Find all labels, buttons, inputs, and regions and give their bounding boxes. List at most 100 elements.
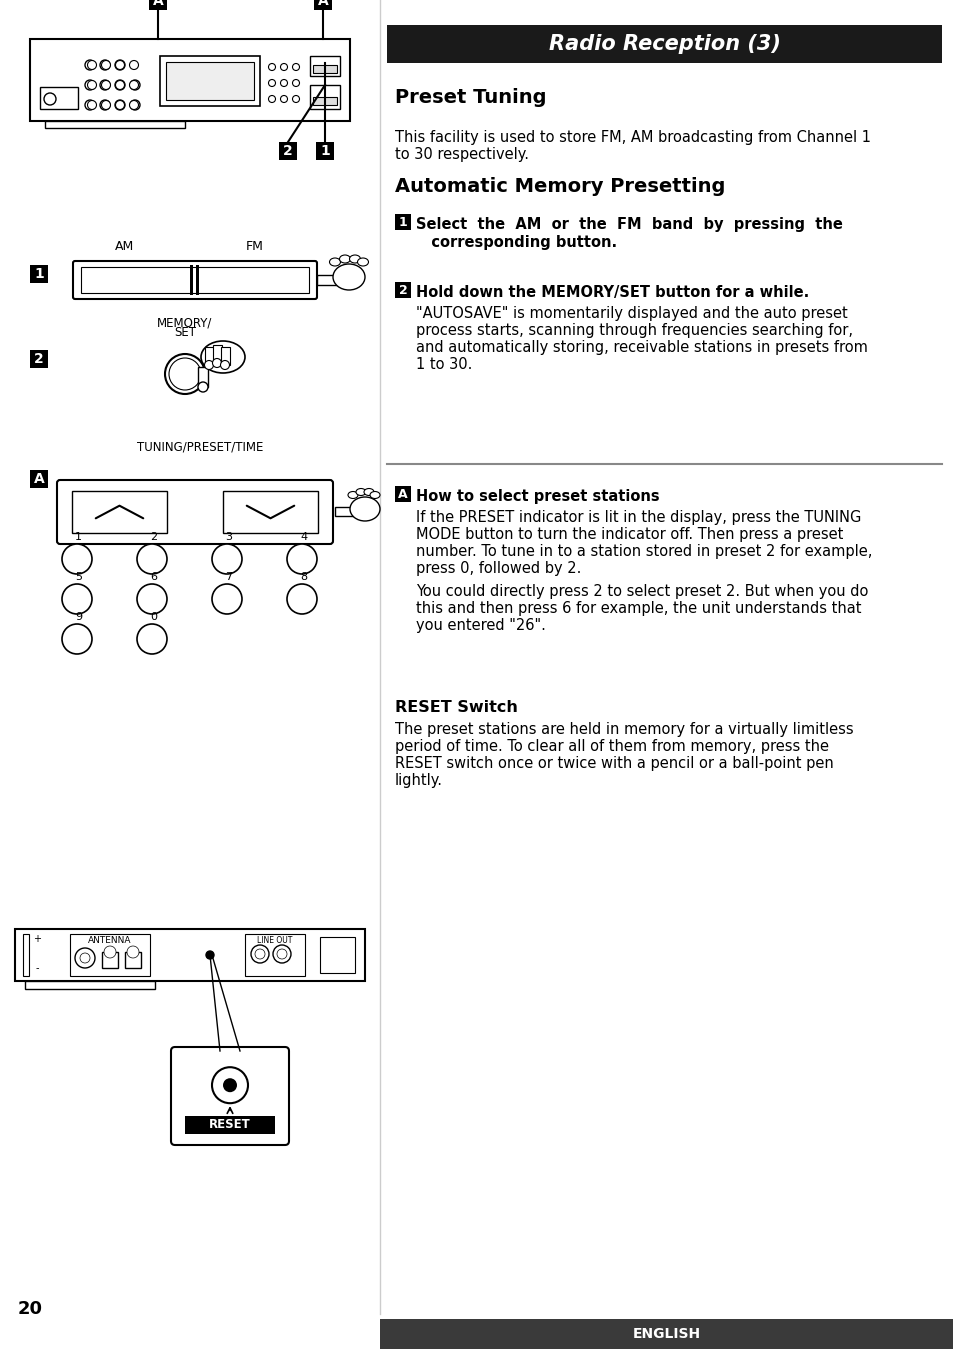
Bar (313, 65, 336, 73)
Text: A: A (317, 0, 328, 8)
FancyBboxPatch shape (73, 260, 316, 299)
Ellipse shape (370, 491, 379, 499)
Bar (319, 938, 355, 973)
Text: 4: 4 (299, 532, 307, 542)
Circle shape (268, 80, 275, 86)
Bar (314, 0, 332, 9)
Text: 1: 1 (34, 267, 44, 281)
Bar (125, 952, 141, 969)
Bar (45, 121, 185, 128)
Text: A: A (397, 487, 407, 500)
Text: 2: 2 (34, 352, 44, 366)
Circle shape (62, 584, 91, 614)
Circle shape (130, 100, 140, 111)
Text: AM: AM (115, 240, 134, 254)
Ellipse shape (348, 491, 357, 499)
Circle shape (206, 951, 213, 959)
Circle shape (127, 946, 139, 958)
Bar (310, 57, 339, 76)
Text: 0: 0 (150, 612, 157, 622)
Ellipse shape (349, 255, 360, 263)
Bar (316, 275, 338, 285)
Text: SET: SET (173, 326, 195, 339)
Circle shape (101, 100, 111, 109)
Circle shape (287, 544, 316, 575)
Bar (278, 142, 296, 161)
Text: ANTENNA: ANTENNA (89, 936, 132, 946)
Circle shape (100, 59, 110, 70)
Circle shape (169, 357, 201, 390)
Circle shape (115, 100, 125, 109)
Bar (205, 347, 213, 366)
Text: 2: 2 (150, 532, 157, 542)
Circle shape (80, 952, 90, 963)
Text: RESET: RESET (209, 1118, 251, 1132)
Circle shape (62, 544, 91, 575)
FancyBboxPatch shape (57, 480, 333, 544)
Circle shape (280, 63, 287, 70)
Bar (166, 62, 253, 100)
Text: How to select preset stations: How to select preset stations (416, 488, 659, 505)
Text: RESET switch once or twice with a pencil or a ball-point pen: RESET switch once or twice with a pencil… (395, 755, 833, 772)
Circle shape (251, 946, 269, 963)
Circle shape (212, 584, 242, 614)
Circle shape (101, 61, 111, 70)
Bar (25, 981, 154, 989)
Circle shape (88, 81, 96, 89)
Text: 8: 8 (299, 572, 307, 581)
Circle shape (212, 544, 242, 575)
Text: This facility is used to store FM, AM broadcasting from Channel 1: This facility is used to store FM, AM br… (395, 130, 870, 144)
Circle shape (115, 81, 125, 89)
Bar (30, 469, 48, 488)
Bar (102, 952, 118, 969)
Text: 9: 9 (75, 612, 82, 622)
Bar (160, 57, 260, 107)
Bar (15, 929, 365, 981)
Bar (310, 85, 339, 109)
Circle shape (115, 61, 125, 70)
Ellipse shape (357, 258, 368, 266)
Circle shape (130, 61, 138, 70)
Circle shape (62, 625, 91, 654)
Bar (190, 264, 193, 295)
Ellipse shape (355, 488, 366, 495)
Text: Select  the  AM  or  the  FM  band  by  pressing  the: Select the AM or the FM band by pressing… (416, 217, 842, 232)
Text: corresponding button.: corresponding button. (416, 235, 617, 250)
Circle shape (100, 100, 110, 111)
Text: "AUTOSAVE" is momentarily displayed and the auto preset: "AUTOSAVE" is momentarily displayed and … (416, 306, 847, 321)
Text: this and then press 6 for example, the unit understands that: this and then press 6 for example, the u… (416, 602, 861, 616)
Circle shape (268, 96, 275, 103)
Circle shape (130, 80, 140, 90)
Text: LINE OUT: LINE OUT (257, 936, 293, 946)
Text: 1 to 30.: 1 to 30. (416, 357, 472, 372)
Circle shape (280, 96, 287, 103)
Text: 2: 2 (398, 283, 407, 297)
Bar (335, 507, 355, 517)
Ellipse shape (350, 496, 379, 521)
Circle shape (88, 100, 96, 109)
Bar (395, 214, 411, 229)
Circle shape (273, 946, 291, 963)
Circle shape (115, 80, 125, 90)
Text: 5: 5 (75, 572, 82, 581)
Text: 7: 7 (225, 572, 232, 581)
Circle shape (137, 544, 167, 575)
Text: MEMORY/: MEMORY/ (157, 316, 213, 329)
Text: FM: FM (246, 240, 264, 254)
Text: If the PRESET indicator is lit in the display, press the TUNING: If the PRESET indicator is lit in the di… (416, 510, 861, 525)
FancyBboxPatch shape (171, 1047, 289, 1145)
Bar (185, 1116, 274, 1135)
Text: Automatic Memory Presetting: Automatic Memory Presetting (395, 177, 724, 196)
Circle shape (88, 61, 96, 70)
Circle shape (130, 81, 138, 89)
Text: you entered "26".: you entered "26". (416, 618, 545, 633)
Ellipse shape (333, 264, 365, 290)
Circle shape (75, 948, 95, 969)
Ellipse shape (364, 488, 374, 495)
Text: 1: 1 (75, 532, 82, 542)
Bar (395, 282, 411, 298)
Text: number. To tune in to a station stored in preset 2 for example,: number. To tune in to a station stored i… (416, 544, 871, 558)
Circle shape (85, 100, 95, 111)
Text: The preset stations are held in memory for a virtually limitless: The preset stations are held in memory f… (395, 722, 853, 737)
Bar (223, 491, 317, 533)
